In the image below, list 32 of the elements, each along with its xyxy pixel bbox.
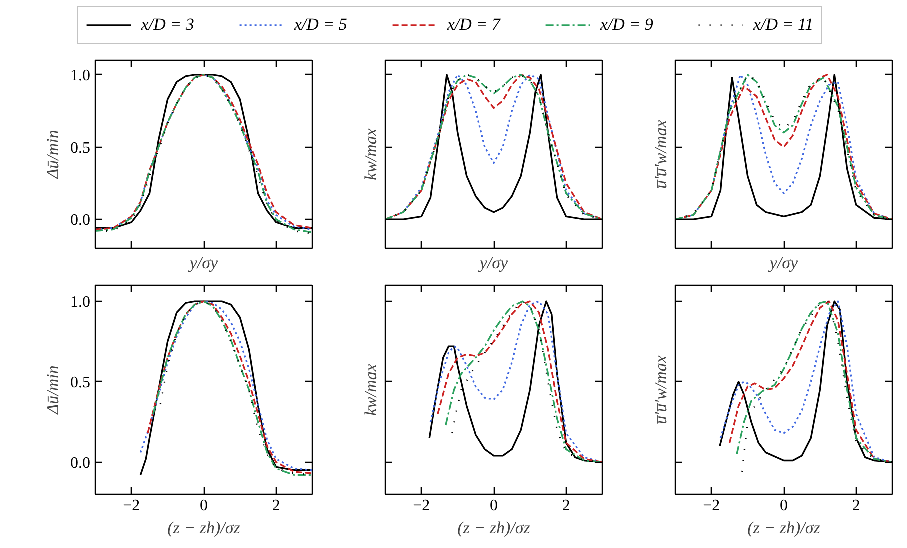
y-tick-label: 0.5 bbox=[70, 374, 90, 392]
legend-label: x/D = 9 bbox=[600, 15, 654, 35]
x-axis-title: (z − zh)/σz bbox=[168, 518, 241, 538]
legend-label: x/D = 3 bbox=[141, 15, 194, 35]
y-tick-label: 0.0 bbox=[70, 454, 90, 472]
y-tick-label: 1.0 bbox=[70, 67, 90, 84]
y-axis-title: Δū/min bbox=[44, 366, 62, 416]
x-axis-title: y/σy bbox=[478, 254, 509, 272]
x-axis-title: (z − zh)/σz bbox=[748, 518, 821, 538]
y-axis-title: u̅′u̅′w/max bbox=[652, 120, 670, 189]
x-tick-label: 2 bbox=[852, 498, 860, 514]
x-axis-title: (z − zh)/σz bbox=[458, 518, 531, 538]
x-tick-label: 0 bbox=[780, 498, 788, 514]
x-axis-title: y/σy bbox=[188, 254, 219, 272]
x-tick-label: 2 bbox=[272, 498, 280, 514]
legend-label: x/D = 11 bbox=[753, 15, 814, 35]
x-axis-title: y/σy bbox=[768, 254, 799, 272]
y-axis-title: u̅′u̅′w/max bbox=[652, 355, 670, 424]
y-axis-title: Δū/min bbox=[44, 130, 62, 180]
y-tick-label: 0.0 bbox=[70, 212, 90, 230]
legend-label: x/D = 7 bbox=[447, 15, 500, 35]
x-tick-label: 2 bbox=[562, 498, 570, 514]
y-tick-label: 0.5 bbox=[70, 140, 90, 157]
y-tick-label: 1.0 bbox=[70, 294, 90, 312]
x-tick-label: −2 bbox=[703, 498, 720, 514]
x-tick-label: −2 bbox=[123, 498, 140, 514]
x-tick-label: −2 bbox=[413, 498, 430, 514]
legend-label: x/D = 5 bbox=[294, 15, 348, 35]
y-axis-title: kw/max bbox=[362, 364, 380, 416]
y-axis-title: kw/max bbox=[362, 128, 380, 180]
x-tick-label: 0 bbox=[490, 498, 498, 514]
x-tick-label: 0 bbox=[200, 498, 208, 514]
